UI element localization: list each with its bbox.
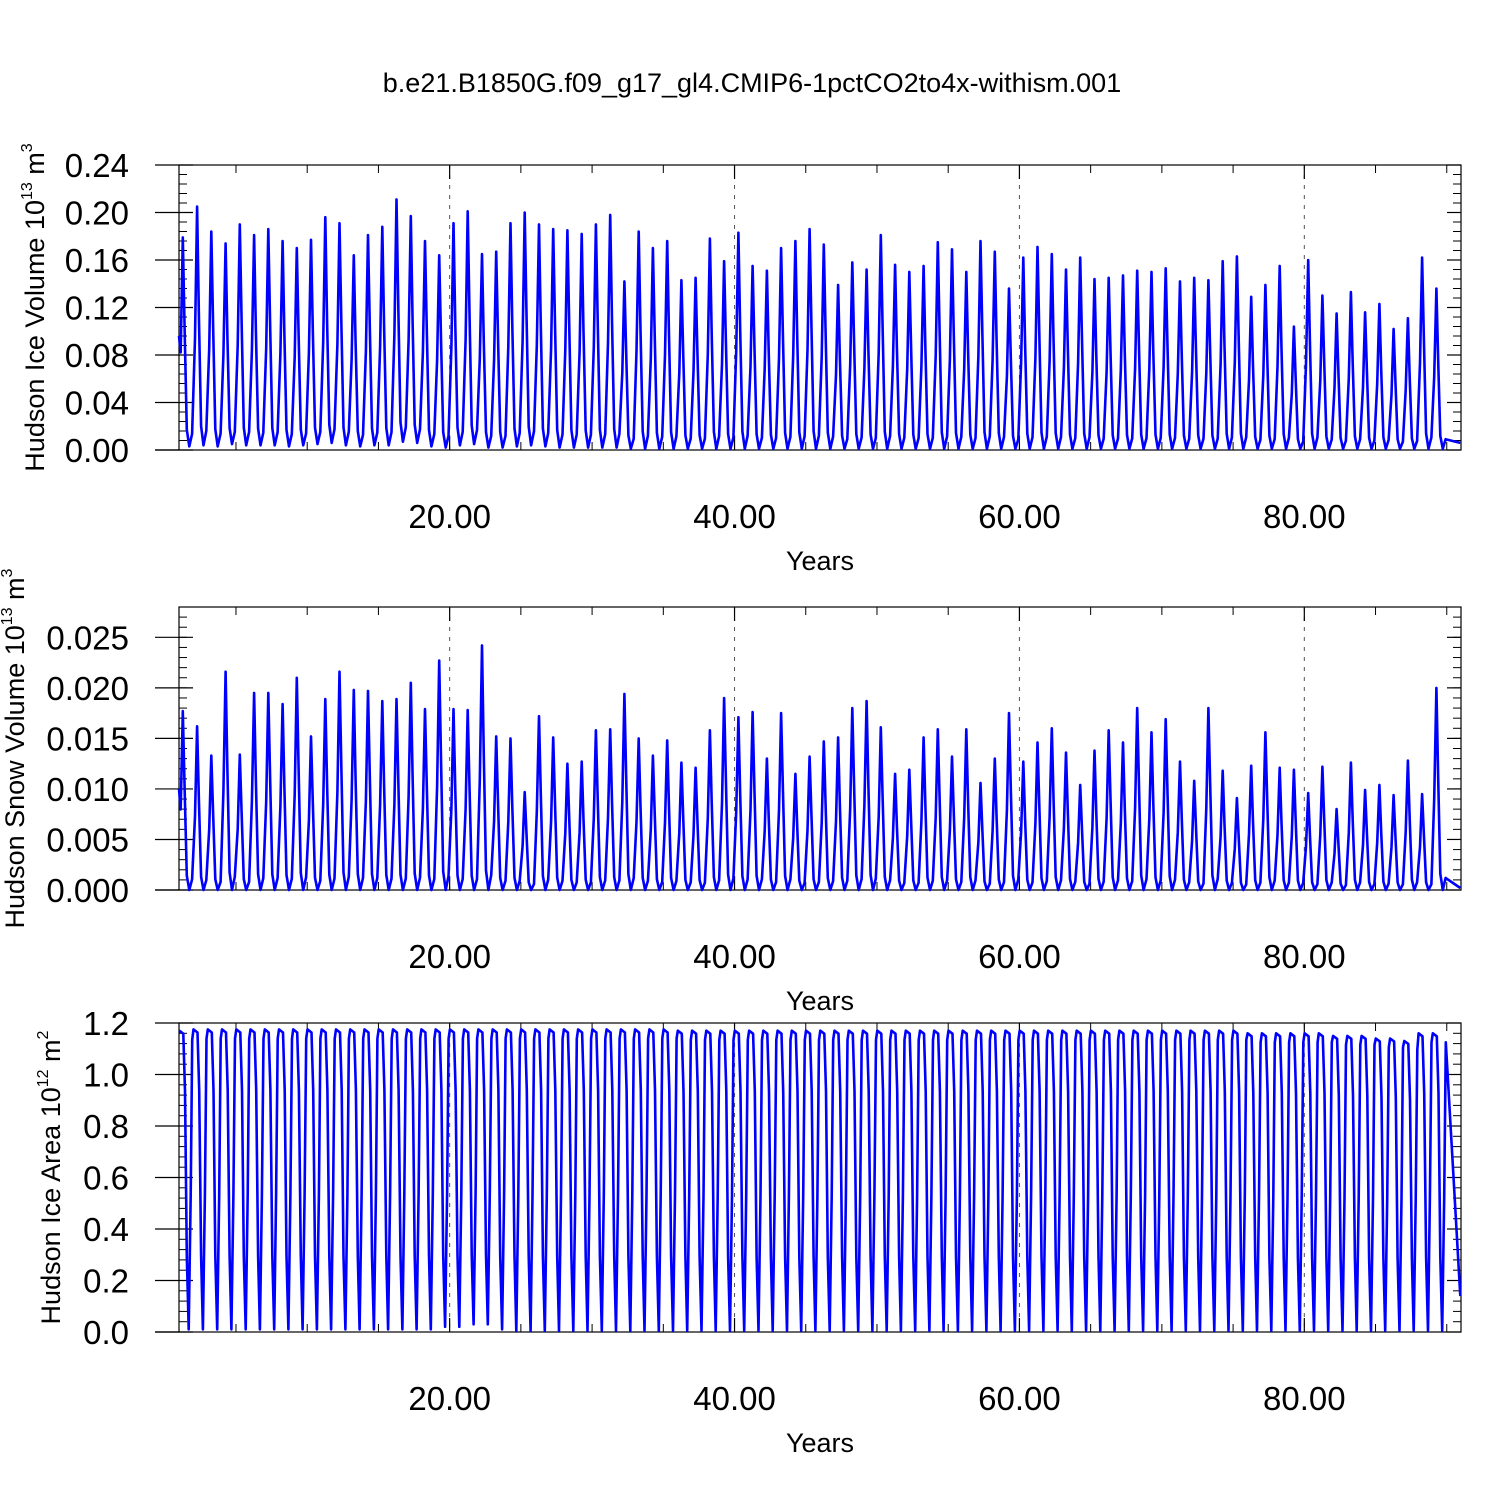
y-tick-label: 0.00: [65, 432, 129, 469]
chart-title: b.e21.B1850G.f09_g17_gl4.CMIP6-1pctCO2to…: [383, 68, 1121, 98]
x-tick-label: 60.00: [978, 498, 1061, 535]
x-tick-label: 40.00: [693, 1380, 776, 1417]
x-tick-label: 60.00: [978, 938, 1061, 975]
y-axis-label: Hudson Ice Volume 1013 m3: [19, 143, 50, 471]
y-tick-label: 1.2: [83, 1005, 129, 1042]
panels: 20.00 40.00 60.00 80.00 0.00 0.04 0.08 0.12 0.16…: [0, 143, 1462, 1458]
y-tick-label: 0.015: [46, 720, 129, 757]
series-line: [177, 644, 1462, 892]
y-axis-label-part: Hudson Ice Volume 10: [20, 200, 50, 472]
y-tick-label: 0.010: [46, 771, 129, 808]
y-tick-label: 0.8: [83, 1108, 129, 1145]
y-axis-label: Hudson Ice Area 1012 m2: [35, 1030, 66, 1324]
y-axis-label-part: 13: [19, 182, 36, 200]
y-axis-label-part: m: [20, 152, 50, 182]
plot-panel-2: 20.00 40.00 60.00 80.00 0.000 0.005 0.010 0.015…: [0, 568, 1462, 1016]
y-tick-label: 1.0: [83, 1057, 129, 1094]
y-tick-label: 0.12: [65, 290, 129, 327]
y-axis-label-part: m: [36, 1039, 66, 1069]
y-tick-label: 0.6: [83, 1160, 129, 1197]
x-tick-label: 80.00: [1263, 1380, 1346, 1417]
y-tick-label: 0.2: [83, 1263, 129, 1300]
y-tick-label: 0.4: [83, 1211, 129, 1248]
x-tick-label: 80.00: [1263, 498, 1346, 535]
series-line: [177, 198, 1461, 451]
y-tick-label: 0.0: [83, 1314, 129, 1351]
x-tick-label: 40.00: [693, 938, 776, 975]
plot-panel-1: 20.00 40.00 60.00 80.00 0.00 0.04 0.08 0.12 0.16…: [19, 143, 1462, 576]
series-line: [178, 1028, 1462, 1332]
y-axis-label-part: m: [0, 577, 30, 607]
y-tick-label: 0.000: [46, 872, 129, 909]
y-tick-label: 0.20: [65, 195, 129, 232]
y-tick-label: 0.24: [65, 147, 129, 184]
y-axis-label-part: 3: [19, 143, 36, 152]
y-axis-label-part: Hudson Snow Volume 10: [0, 625, 30, 928]
x-tick-label: 80.00: [1263, 938, 1346, 975]
x-axis-label: Years: [786, 986, 854, 1016]
x-tick-label: 60.00: [978, 1380, 1061, 1417]
x-tick-label: 20.00: [408, 938, 491, 975]
y-tick-label: 0.025: [46, 619, 129, 656]
x-tick-label: 20.00: [408, 498, 491, 535]
x-tick-label: 40.00: [693, 498, 776, 535]
y-tick-label: 0.04: [65, 385, 129, 422]
y-axis-label-part: 13: [0, 607, 16, 625]
x-axis-label: Years: [786, 546, 854, 576]
y-tick-label: 0.005: [46, 821, 129, 858]
y-tick-label: 0.020: [46, 670, 129, 707]
x-axis-label: Years: [786, 1428, 854, 1458]
y-axis-label-part: Hudson Ice Area 10: [36, 1087, 66, 1324]
y-axis-label-part: 3: [0, 568, 16, 577]
y-tick-label: 0.16: [65, 242, 129, 279]
y-axis-label-part: 12: [35, 1069, 52, 1087]
y-tick-label: 0.08: [65, 337, 129, 374]
plot-panel-3: 20.00 40.00 60.00 80.00 0.0 0.2 0.4 0.6 0.8 1.0 1.…: [35, 1005, 1462, 1458]
y-axis-label: Hudson Snow Volume 1013 m3: [0, 568, 30, 928]
x-tick-label: 20.00: [408, 1380, 491, 1417]
y-axis-label-part: 2: [35, 1030, 52, 1039]
